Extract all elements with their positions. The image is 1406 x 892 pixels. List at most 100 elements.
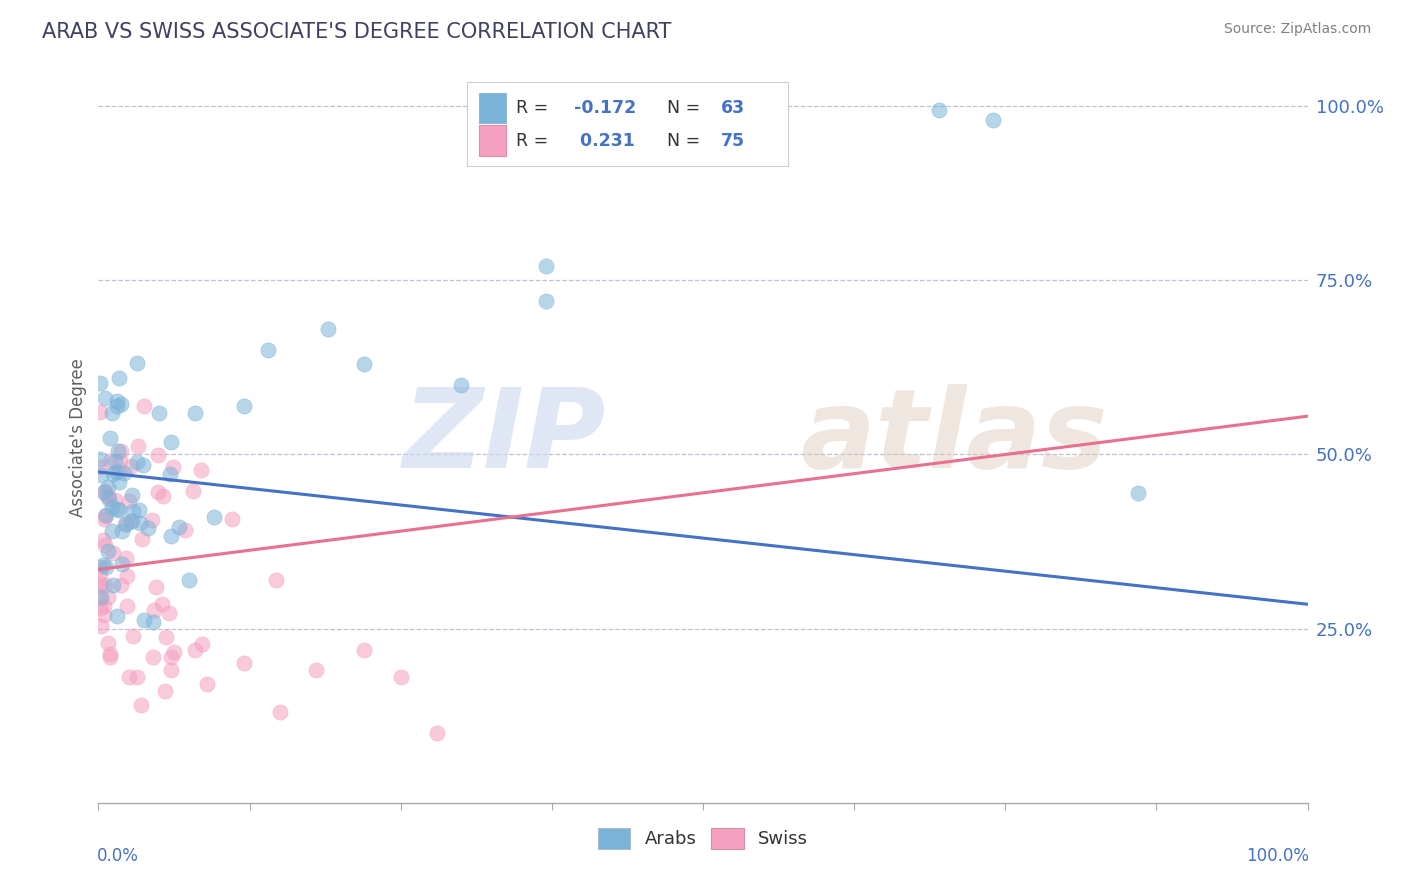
Point [90,591,112,605]
Point [202,509,225,524]
FancyBboxPatch shape [479,126,506,156]
Point [108,454,131,468]
Point [104,492,127,507]
Point [110,578,132,592]
Point [450,377,472,392]
Point [89,567,111,582]
Point [93,512,115,526]
Point [96,487,118,501]
Point [127,670,149,684]
Point [389,670,412,684]
Point [93,599,115,613]
Point [152,490,174,504]
Point [105,608,128,623]
Text: ARAB VS SWISS ASSOCIATE'S DEGREE CORRELATION CHART: ARAB VS SWISS ASSOCIATE'S DEGREE CORRELA… [42,22,672,42]
Point [107,400,129,414]
Point [142,615,165,629]
Point [108,475,131,489]
Point [142,603,165,617]
Point [163,645,186,659]
Point [108,370,131,384]
Point [125,455,148,469]
Text: 63: 63 [721,99,745,117]
Point [101,406,124,420]
Point [107,464,129,478]
Point [110,444,132,458]
Point [94,483,117,498]
Point [142,649,165,664]
Point [190,462,212,476]
Point [94,391,117,405]
Point [426,726,449,740]
Point [264,573,287,587]
Text: atlas: atlas [800,384,1107,491]
Point [89,592,111,607]
Point [101,500,124,514]
Point [127,356,149,370]
Point [1128,485,1150,500]
Point [160,435,183,450]
Point [105,501,128,516]
Point [97,492,120,507]
FancyBboxPatch shape [467,82,787,167]
Text: Source: ZipAtlas.com: Source: ZipAtlas.com [1223,22,1371,37]
Point [94,578,117,592]
Text: R =: R = [516,99,554,117]
Point [114,517,136,532]
Point [89,600,111,615]
Point [145,580,167,594]
Point [353,642,375,657]
Point [89,376,111,391]
Point [91,558,114,572]
Text: -0.172: -0.172 [574,99,636,117]
Point [89,459,111,474]
Point [157,607,180,621]
Point [97,590,120,604]
Point [534,294,557,309]
Point [148,484,170,499]
Point [928,103,950,117]
Point [98,431,121,445]
Point [115,569,138,583]
Point [184,642,207,657]
Point [155,630,177,644]
Point [174,524,197,538]
Point [221,512,243,526]
Point [94,508,117,523]
Point [160,664,183,678]
Point [89,405,111,419]
Point [107,443,129,458]
Point [97,636,120,650]
Point [134,613,156,627]
Point [256,343,278,357]
Point [121,514,143,528]
Point [134,399,156,413]
Point [316,322,339,336]
Point [129,698,152,713]
Point [110,397,132,411]
Point [181,484,204,499]
Point [184,406,207,420]
Point [96,560,118,574]
Point [97,480,120,494]
Point [353,357,375,371]
Point [97,544,120,558]
Point [148,448,170,462]
Point [101,546,124,560]
Point [90,619,112,633]
Point [981,113,1004,128]
Point [93,485,115,500]
Point [118,670,141,684]
Point [90,468,112,483]
Point [115,551,138,566]
Point [111,524,134,539]
Point [129,516,152,531]
Text: 0.0%: 0.0% [97,847,139,864]
Point [136,521,159,535]
Point [98,454,121,468]
Point [100,524,122,539]
Point [162,460,184,475]
Point [232,399,254,413]
Point [131,458,153,473]
Text: R =: R = [516,132,554,150]
